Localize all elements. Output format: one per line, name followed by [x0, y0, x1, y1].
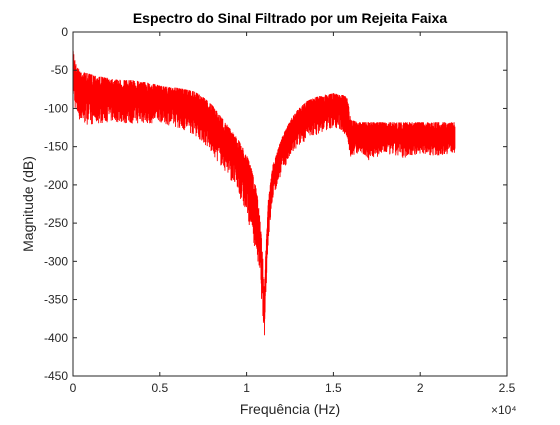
x-tick-label: 2.5	[499, 381, 516, 395]
y-tick-label: -150	[44, 140, 68, 154]
y-tick-label: -450	[44, 369, 68, 383]
x-tick-label: 0.5	[151, 381, 168, 395]
x-tick-label: 1.5	[325, 381, 342, 395]
y-tick-label: -200	[44, 178, 68, 192]
x-tick-label: 1	[243, 381, 250, 395]
y-tick-label: -350	[44, 293, 68, 307]
series-line	[72, 48, 456, 336]
y-axis-label: Magnitude (dB)	[20, 156, 36, 252]
x-tick-label: 0	[70, 381, 77, 395]
y-axis-ticks: 0 -50 -100 -150 -200 -250 -300 -350 -400 -450	[44, 25, 507, 383]
y-tick-label: -300	[44, 254, 68, 268]
y-tick-label: -100	[44, 101, 68, 115]
y-tick-label: -250	[44, 216, 68, 230]
y-tick-label: 0	[61, 25, 68, 39]
y-tick-label: -50	[51, 63, 69, 77]
chart-title: Espectro do Sinal Filtrado por um Rejeit…	[133, 10, 448, 26]
x-tick-label: 2	[417, 381, 424, 395]
axes-box	[72, 31, 508, 377]
plot-background	[73, 32, 507, 376]
x-axis-ticks: 0 0.5 1 1.5 2 2.5	[70, 32, 516, 395]
plot-area: 0 0.5 1 1.5 2 2.5 0 -50 -100 -150 -200 -250 -300 -35…	[44, 25, 516, 395]
x-axis-multiplier: ×10⁴	[491, 403, 517, 417]
y-tick-label: -400	[44, 331, 68, 345]
x-axis-label: Frequência (Hz)	[240, 401, 340, 417]
